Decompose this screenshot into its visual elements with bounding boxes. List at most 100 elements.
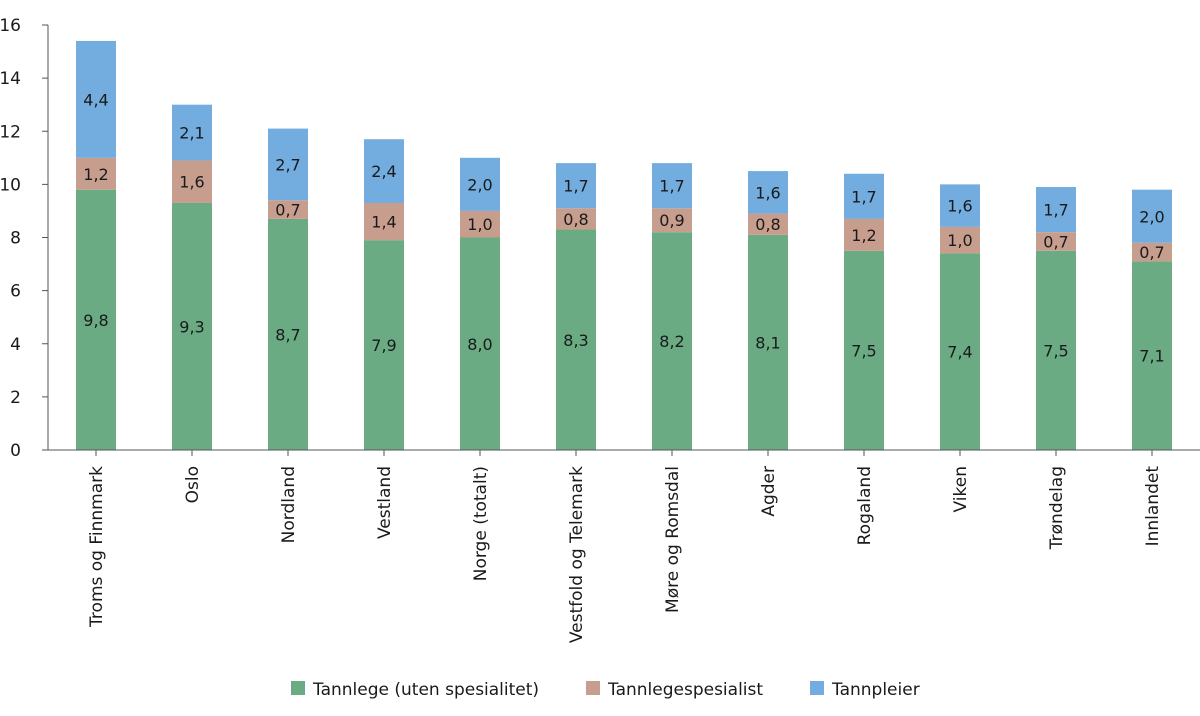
y-tick-label: 12 — [0, 122, 21, 142]
category-label: Agder — [759, 466, 779, 517]
data-label: 1,2 — [83, 165, 108, 184]
bar-segment — [940, 226, 980, 254]
data-label: 1,0 — [947, 231, 972, 250]
bar-segment — [556, 229, 596, 450]
data-label: 9,8 — [83, 311, 108, 330]
bar-segment — [652, 208, 692, 233]
bar-segment — [76, 189, 116, 450]
y-tick-label: 2 — [10, 388, 21, 408]
y-tick-label: 10 — [0, 175, 21, 195]
category-label: Norge (totalt) — [471, 466, 491, 581]
data-label: 1,6 — [179, 173, 204, 192]
data-label: 1,0 — [467, 215, 492, 234]
y-tick-label: 4 — [10, 335, 21, 355]
bar-segment — [172, 160, 212, 203]
bar-segment — [556, 208, 596, 230]
legend: Tannlege (uten spesialitet) Tannlegespesi… — [291, 680, 920, 700]
category-label: Trøndelag — [1047, 466, 1067, 550]
legend-swatch — [586, 681, 600, 695]
bar-segment — [1132, 189, 1172, 243]
bar-segment — [748, 234, 788, 450]
data-label: 1,7 — [563, 177, 588, 196]
data-label: 7,1 — [1139, 347, 1164, 366]
data-label: 0,7 — [1139, 243, 1164, 262]
category-label: Rogaland — [855, 466, 875, 545]
bar-segment — [844, 218, 884, 251]
category-label: Viken — [951, 466, 971, 512]
bar-segment — [364, 139, 404, 203]
y-tick-label: 6 — [10, 282, 21, 302]
bars: 9,8 1,2 4,4 9,3 1,6 2,1 8,7 0,7 2,7 7,9 1,4 2,4 8,0 1… — [76, 40, 1172, 450]
data-label: 0,8 — [755, 215, 780, 234]
bar-segment — [460, 210, 500, 238]
y-tick-label: 14 — [0, 69, 21, 89]
data-label: 1,7 — [851, 187, 876, 206]
y-tick-label: 16 — [0, 16, 21, 36]
y-axis: 0 2 4 6 8 10 12 14 16 — [0, 16, 49, 461]
data-label: 0,7 — [275, 201, 300, 220]
category-label: Innlandet — [1143, 466, 1163, 547]
legend-swatch — [810, 681, 824, 695]
data-label: 1,6 — [755, 183, 780, 202]
category-label: Vestland — [375, 466, 395, 539]
legend-label: Tannlegespesialist — [607, 680, 763, 700]
bar-segment — [1132, 242, 1172, 262]
data-label: 2,4 — [371, 162, 396, 181]
bar-segment — [652, 163, 692, 209]
data-label: 2,0 — [467, 175, 492, 194]
data-label: 8,3 — [563, 331, 588, 350]
data-label: 2,1 — [179, 124, 204, 143]
bar-segment — [364, 240, 404, 450]
category-label: Oslo — [183, 466, 203, 503]
bar-segment — [556, 163, 596, 209]
bar-segment — [844, 250, 884, 450]
data-label: 8,7 — [275, 325, 300, 344]
bar-segment — [76, 157, 116, 190]
bar-segment — [1036, 232, 1076, 251]
data-label: 0,9 — [659, 211, 684, 230]
legend-label: Tannpleier — [831, 680, 920, 700]
bar-segment — [844, 173, 884, 219]
data-label: 2,7 — [275, 155, 300, 174]
data-label: 4,4 — [83, 90, 108, 109]
data-label: 1,4 — [371, 213, 396, 232]
category-label: Vestfold og Telemark — [567, 466, 587, 643]
bar-segment — [940, 184, 980, 227]
data-label: 7,5 — [1043, 341, 1068, 360]
bar-segment — [172, 202, 212, 450]
bar-segment — [1036, 250, 1076, 450]
bar-segment — [364, 202, 404, 241]
data-label: 7,5 — [851, 341, 876, 360]
bar-segment — [268, 128, 308, 201]
bar-segment — [76, 40, 116, 158]
data-label: 1,7 — [1043, 201, 1068, 220]
data-label: 2,0 — [1139, 207, 1164, 226]
bar-segment — [460, 157, 500, 211]
data-label: 8,0 — [467, 335, 492, 354]
legend-label: Tannlege (uten spesialitet) — [312, 680, 539, 700]
category-label: Møre og Romsdal — [663, 466, 683, 613]
bar-segment — [172, 104, 212, 161]
bar-segment — [268, 200, 308, 219]
bar-segment — [940, 253, 980, 450]
data-label: 1,7 — [659, 177, 684, 196]
data-label: 8,2 — [659, 332, 684, 351]
data-label: 0,7 — [1043, 232, 1068, 251]
bar-segment — [268, 218, 308, 450]
data-label: 1,6 — [947, 197, 972, 216]
data-label: 7,4 — [947, 343, 972, 362]
category-label: Troms og Finnmark — [87, 466, 107, 628]
legend-swatch — [291, 681, 305, 695]
data-label: 9,3 — [179, 317, 204, 336]
data-label: 8,1 — [755, 333, 780, 352]
bar-segment — [460, 237, 500, 450]
data-label: 1,2 — [851, 226, 876, 245]
bar-segment — [748, 171, 788, 214]
x-axis: Troms og Finnmark Oslo Nordland Vestland Nor… — [48, 449, 1200, 643]
y-tick-label: 0 — [10, 441, 21, 461]
y-tick-label: 8 — [10, 229, 21, 249]
bar-segment — [1132, 261, 1172, 450]
bar-segment — [652, 232, 692, 450]
data-label: 0,8 — [563, 210, 588, 229]
